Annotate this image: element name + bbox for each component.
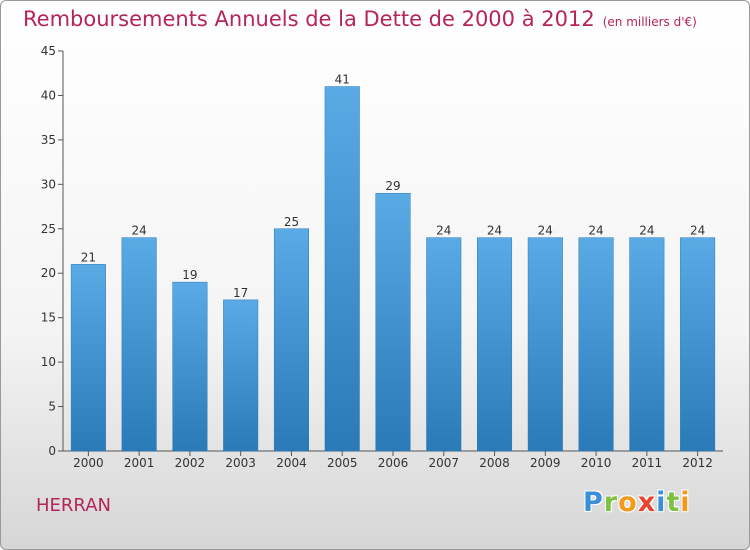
logo-letter: t [666,487,681,518]
bar-2010 [578,237,614,452]
chart-title-text: Remboursements Annuels de la Dette de 20… [23,7,595,31]
value-label-2011: 24 [639,224,654,238]
x-tick-label: 2010 [581,456,612,470]
logo-letter: x [637,487,657,518]
x-tick-label: 2007 [428,456,459,470]
value-label-2009: 24 [538,224,553,238]
logo-letter: i [680,487,691,518]
bar-2003 [223,299,259,452]
y-tick-label: 45 [41,44,56,58]
bar-2007 [426,237,462,452]
y-tick-label: 5 [48,400,56,414]
value-label-2012: 24 [690,224,705,238]
x-tick-label: 2004 [276,456,307,470]
axes: 0 5 10 15 20 25 30 35 40 45 2000 2001 2002 2003 2004 20… [41,44,723,470]
bar-2011 [629,237,665,452]
x-tick-label: 2006 [378,456,409,470]
value-label-2008: 24 [487,224,502,238]
y-tick-label: 25 [41,222,56,236]
value-label-2007: 24 [436,224,451,238]
y-tick-label: 0 [48,444,56,458]
x-tick-label: 2008 [479,456,510,470]
x-tick-label: 2003 [225,456,256,470]
bar-2005 [324,86,360,452]
value-labels: 21 24 19 17 25 41 29 24 24 24 24 24 24 [81,73,706,300]
value-label-2000: 21 [81,250,96,264]
bar-2004 [273,228,309,452]
commune-name: HERRAN [36,495,111,516]
x-tick-label: 2002 [175,456,206,470]
logo-letter: o [618,487,638,518]
logo-letter: i [656,487,667,518]
bar-2006 [375,192,411,452]
bar-2009 [527,237,563,452]
x-tick-label: 2012 [682,456,713,470]
value-label-2006: 29 [385,179,400,193]
x-tick-label: 2000 [73,456,104,470]
value-label-2003: 17 [233,286,248,300]
logo-letter: r [603,487,619,518]
value-label-2001: 24 [132,224,147,238]
bar-2012 [680,237,716,452]
proxiti-logo: Proxiti [583,487,691,518]
value-label-2010: 24 [588,224,603,238]
x-tick-label: 2009 [530,456,561,470]
y-tick-label: 15 [41,311,56,325]
x-tick-label: 2001 [124,456,155,470]
value-label-2005: 41 [335,73,350,87]
y-tick-label: 40 [41,88,56,102]
x-tick-label: 2011 [632,456,663,470]
y-tick-label: 30 [41,177,56,191]
bar-2002 [172,281,208,452]
value-label-2002: 19 [182,268,197,282]
bar-2000 [70,264,106,452]
bar-2001 [121,237,157,452]
y-tick-label: 35 [41,133,56,147]
chart-unit: (en milliers d'€) [602,15,697,29]
chart-title: Remboursements Annuels de la Dette de 20… [23,7,697,31]
y-tick-label: 20 [41,266,56,280]
logo-letter: P [583,487,604,518]
y-tick-label: 10 [41,355,56,369]
bars [70,86,716,452]
x-tick-label: 2005 [327,456,358,470]
value-label-2004: 25 [284,215,299,229]
bar-2008 [477,237,513,452]
